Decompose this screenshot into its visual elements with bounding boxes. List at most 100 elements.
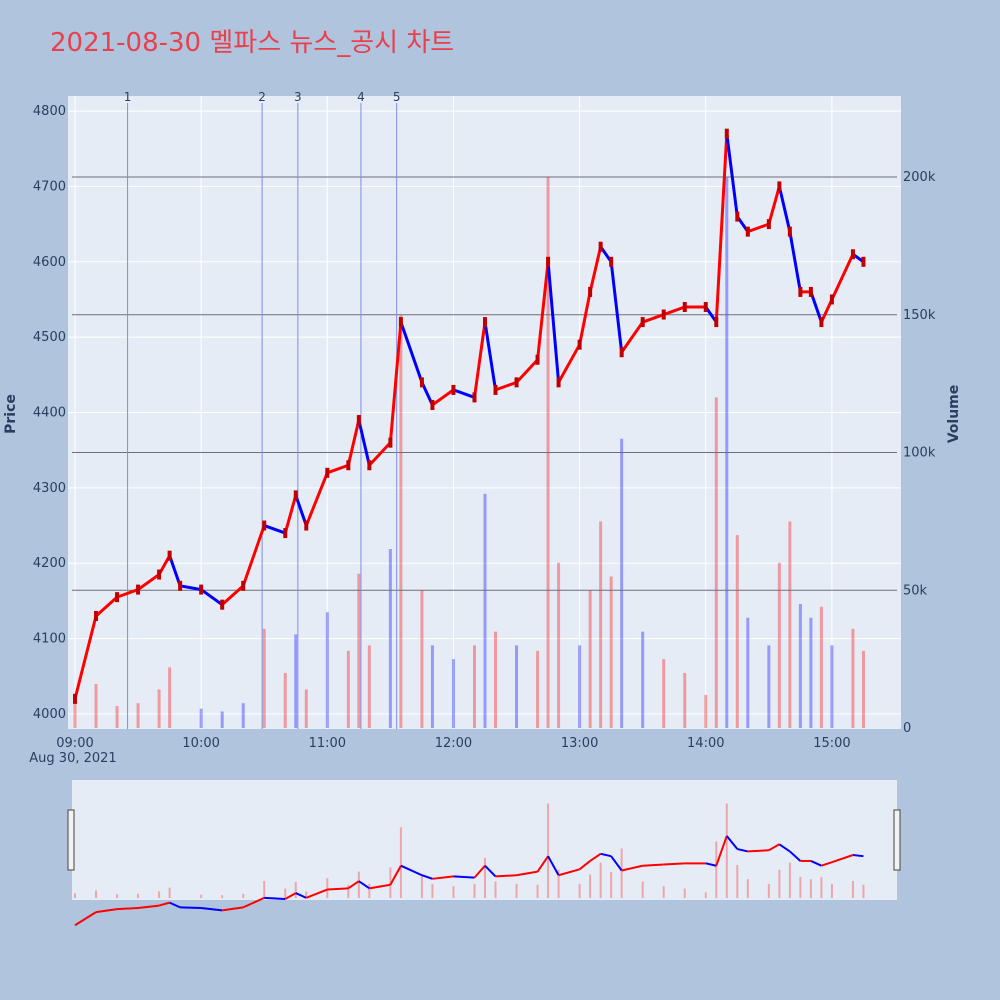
candle <box>419 377 424 388</box>
news-marker-label: 4 <box>357 90 365 104</box>
slider-price-segment <box>726 835 739 850</box>
price-segment <box>725 132 739 219</box>
candle <box>398 317 403 328</box>
price-segment <box>609 260 624 354</box>
price-segment <box>809 290 823 324</box>
candle <box>829 294 834 305</box>
slider-price-segment <box>852 854 864 858</box>
candle <box>619 347 624 358</box>
candle <box>241 580 246 591</box>
candle <box>283 528 288 539</box>
price-segment <box>178 584 203 592</box>
slider-price-segment <box>95 908 118 914</box>
price-tick-label: 4400 <box>33 406 66 421</box>
price-segment <box>346 418 361 467</box>
candle <box>577 339 582 350</box>
slider-price-segment <box>264 896 286 901</box>
range-slider-left-handle[interactable] <box>67 809 75 871</box>
slider-price-segment <box>821 861 833 867</box>
slider-price-segment <box>516 870 538 877</box>
price-segment <box>767 184 781 226</box>
candle <box>724 128 729 139</box>
slider-price-segment <box>284 892 297 900</box>
price-segment <box>388 320 403 445</box>
slider-price-segment <box>778 843 791 853</box>
y2-axis-title: Volume <box>946 385 962 444</box>
slider-price-segment <box>789 850 802 862</box>
slider-price-segment <box>747 849 769 853</box>
range-slider-right-handle[interactable] <box>893 809 901 871</box>
candle <box>787 226 792 237</box>
candle <box>178 580 183 591</box>
price-segment <box>494 380 519 392</box>
candle <box>325 467 330 478</box>
slider-price-segment <box>158 901 170 907</box>
price-segment <box>325 463 350 475</box>
slider-price-segment <box>600 852 612 858</box>
slider-price-segment <box>305 888 328 899</box>
slider-price-segment <box>169 901 181 909</box>
volume-tick-label: 50k <box>903 583 928 598</box>
slider-price-segment <box>547 855 560 876</box>
candle <box>115 592 120 603</box>
candle <box>199 584 204 595</box>
news-marker-label: 1 <box>124 90 132 104</box>
slider-price-segment <box>347 880 360 890</box>
candle <box>535 354 540 365</box>
chart-title: 2021-08-30 멜파스 뉴스_공시 차트 <box>50 28 455 58</box>
slider-price-segment <box>495 874 517 878</box>
price-segment <box>367 441 392 467</box>
slider-price-segment <box>578 860 591 871</box>
slider-price-segment <box>715 835 728 867</box>
slider-price-segment <box>558 868 580 877</box>
price-tick-label: 4000 <box>33 707 66 722</box>
candle <box>609 256 614 267</box>
slider-price-segment <box>663 862 685 866</box>
price-segment <box>662 305 687 317</box>
price-segment <box>136 573 161 592</box>
y-axis-title: Price <box>3 394 19 434</box>
slider-price-segment <box>327 887 349 891</box>
candle <box>430 399 435 410</box>
slider-price-segment <box>242 896 265 909</box>
volume-tick-label: 100k <box>903 446 936 461</box>
slider-price-segment <box>737 848 749 853</box>
volume-tick-label: 200k <box>903 170 936 185</box>
candle <box>367 460 372 471</box>
slider-price-segment <box>389 865 402 886</box>
slider-price-segment <box>137 904 160 909</box>
price-segment <box>168 554 182 588</box>
price-segment <box>515 358 540 384</box>
price-tick-label: 4200 <box>33 556 66 571</box>
price-segment <box>588 245 603 294</box>
slider-price-segment <box>831 854 854 864</box>
candle <box>861 256 866 267</box>
candle <box>588 286 593 297</box>
price-segment <box>399 320 424 384</box>
time-tick-label: 10:00 <box>182 736 219 751</box>
price-segment <box>241 524 266 588</box>
price-segment <box>262 524 287 535</box>
price-segment <box>578 290 592 347</box>
candle <box>220 599 225 610</box>
price-tick-label: 4800 <box>33 104 66 119</box>
slider-price-segment <box>536 855 549 873</box>
candle <box>514 377 519 388</box>
slider-price-segment <box>621 864 643 872</box>
range-slider[interactable] <box>72 780 897 900</box>
candle <box>714 317 719 328</box>
candle <box>808 286 813 297</box>
candle <box>136 584 141 595</box>
time-tick-label: 09:00 <box>56 736 93 751</box>
price-segment <box>357 418 371 467</box>
price-tick-label: 4700 <box>33 179 66 194</box>
slider-price-segment <box>295 892 307 899</box>
time-tick-label: 15:00 <box>813 736 850 751</box>
slider-price-segment <box>369 883 391 890</box>
price-segment <box>430 388 455 407</box>
candle <box>556 377 561 388</box>
slider-price-segment <box>768 843 780 852</box>
slider-price-segment <box>201 906 223 912</box>
price-segment <box>304 471 329 528</box>
